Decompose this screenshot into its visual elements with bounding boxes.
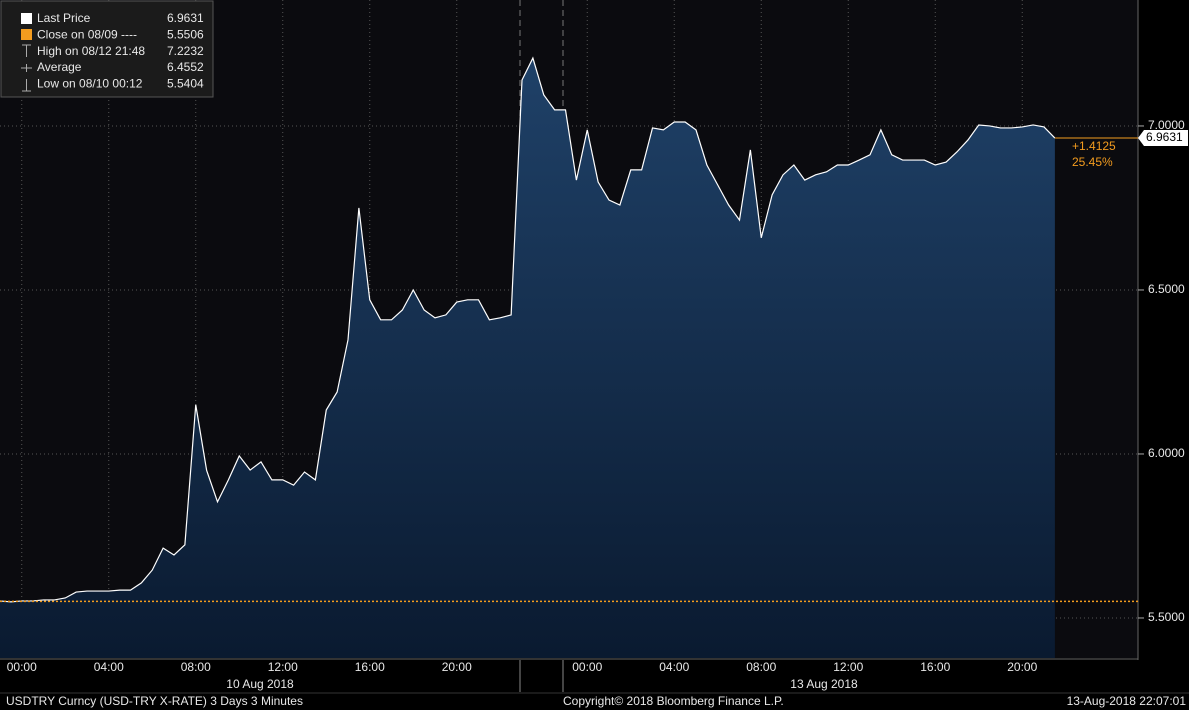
last-price-label: 6.9631 [1146,130,1183,144]
y-tick-label: 7.0000 [1148,118,1185,132]
footer-left: USDTRY Curncy (USD-TRY X-RATE) 3 Days 3 … [6,694,303,708]
area-fill [0,58,1055,659]
legend-label: Close on 08/09 ---- [37,27,137,41]
legend-swatch [21,13,32,24]
x-tick-label: 16:00 [355,660,385,674]
change-pct-label: 25.45% [1072,155,1113,169]
x-tick-label: 12:00 [833,660,863,674]
x-group-label: 10 Aug 2018 [226,677,294,691]
legend-value: 7.2232 [167,44,204,58]
x-group-label: 13 Aug 2018 [790,677,858,691]
legend-icon [22,79,31,92]
x-tick-label: 00:00 [572,660,602,674]
legend-value: 6.9631 [167,11,204,25]
x-tick-label: 04:00 [94,660,124,674]
y-tick-label: 5.5000 [1148,610,1185,624]
legend-label: Average [37,60,82,74]
last-price-tag [1138,130,1188,147]
plot [0,0,1138,659]
legend-swatch [21,29,32,40]
x-tick-label: 08:00 [746,660,776,674]
change-label: +1.4125 [1072,139,1116,153]
x-tick-label: 16:00 [920,660,950,674]
x-tick-label: 20:00 [1007,660,1037,674]
y-tick-label: 6.5000 [1148,282,1185,296]
footer-right: 13-Aug-2018 22:07:01 [1067,694,1187,708]
x-tick-label: 08:00 [181,660,211,674]
legend-label: Last Price [37,11,91,25]
x-tick-label: 20:00 [442,660,472,674]
price-line [0,56,1056,603]
legend-icon [21,64,32,72]
x-tick-label: 04:00 [659,660,689,674]
y-tick-label: 6.0000 [1148,446,1185,460]
legend-label: High on 08/12 21:48 [37,44,145,58]
footer-center: Copyright© 2018 Bloomberg Finance L.P. [563,694,784,708]
legend-box [0,0,214,98]
legend-value: 5.5404 [167,76,204,90]
x-tick-label: 00:00 [7,660,37,674]
legend-icon [22,44,31,57]
legend-label: Low on 08/10 00:12 [37,76,143,90]
legend-value: 5.5506 [167,27,204,41]
x-tick-label: 12:00 [268,660,298,674]
legend-value: 6.4552 [167,60,204,74]
